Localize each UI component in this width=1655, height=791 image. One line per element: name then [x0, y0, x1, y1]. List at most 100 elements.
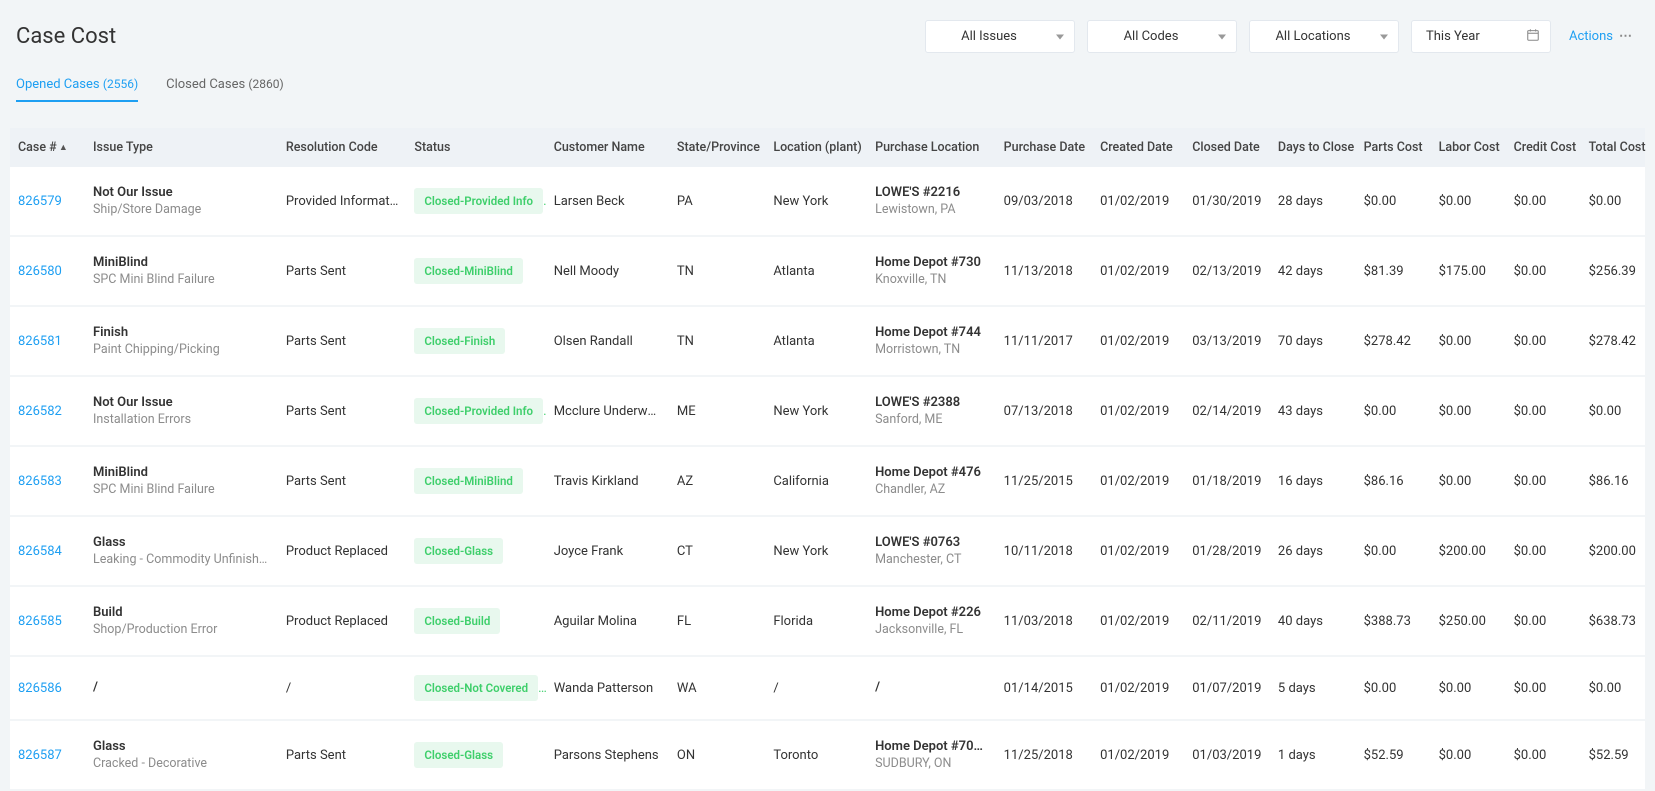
tab-closed-label: Closed Cases: [166, 77, 245, 92]
ploc-main: LOWE'S #0763: [875, 535, 988, 550]
cell-created-date: 01/02/2019: [1092, 236, 1184, 306]
cell-status: Closed-Glass: [406, 720, 545, 790]
cell-issue-type: MiniBlindSPC Mini Blind Failure: [85, 446, 278, 516]
filter-date-label: This Year: [1426, 29, 1480, 44]
case-link[interactable]: 826583: [18, 474, 62, 489]
cell-customer: Olsen Randall: [546, 306, 669, 376]
col-credit-cost[interactable]: Credit Cost: [1506, 128, 1581, 167]
ploc-main: Home Depot #226: [875, 605, 988, 620]
cell-total-cost: $638.73: [1581, 586, 1645, 656]
status-badge: Closed-MiniBlind: [414, 468, 522, 494]
cell-purchase-location: Home Depot #476Chandler, AZ: [867, 446, 996, 516]
chevron-down-icon: [1380, 34, 1388, 39]
cell-total-cost: $256.39: [1581, 236, 1645, 306]
cell-purchase-location: Home Depot #744Morristown, TN: [867, 306, 996, 376]
col-total-cost[interactable]: Total Cost: [1581, 128, 1645, 167]
case-link[interactable]: 826581: [18, 334, 62, 349]
cell-state: TN: [669, 236, 765, 306]
cell-status: Closed-Provided Info: [406, 376, 545, 446]
cell-purchase-date: 11/11/2017: [996, 306, 1092, 376]
cell-resolution: Parts Sent: [278, 376, 407, 446]
col-issue-type[interactable]: Issue Type: [85, 128, 278, 167]
filter-codes[interactable]: All Codes: [1087, 20, 1237, 53]
issue-sub: Ship/Store Damage: [93, 202, 270, 217]
cell-issue-type: MiniBlindSPC Mini Blind Failure: [85, 236, 278, 306]
cell-total-cost: $0.00: [1581, 167, 1645, 236]
cell-total-cost: $0.00: [1581, 376, 1645, 446]
col-case-number[interactable]: Case #: [10, 128, 85, 167]
cell-parts-cost: $81.39: [1356, 236, 1431, 306]
tab-closed-count: (2860): [248, 77, 283, 91]
col-customer-name[interactable]: Customer Name: [546, 128, 669, 167]
table-row: 826583MiniBlindSPC Mini Blind FailurePar…: [10, 446, 1645, 516]
col-purchase-location[interactable]: Purchase Location: [867, 128, 996, 167]
col-parts-cost[interactable]: Parts Cost: [1356, 128, 1431, 167]
cell-closed-date: 01/28/2019: [1184, 516, 1270, 586]
col-status[interactable]: Status: [406, 128, 545, 167]
col-labor-cost[interactable]: Labor Cost: [1431, 128, 1506, 167]
cell-purchase-location: LOWE'S #0763Manchester, CT: [867, 516, 996, 586]
filter-issues[interactable]: All Issues: [925, 20, 1075, 53]
issue-sub: Leaking - Commodity Unfinished: [93, 552, 270, 567]
actions-menu[interactable]: Actions ⋯: [1563, 29, 1639, 44]
col-created-date[interactable]: Created Date: [1092, 128, 1184, 167]
cell-plant: New York: [765, 376, 867, 446]
tab-opened-cases[interactable]: Opened Cases (2556): [16, 69, 138, 102]
cell-closed-date: 02/13/2019: [1184, 236, 1270, 306]
table-row: 826582Not Our IssueInstallation ErrorsPa…: [10, 376, 1645, 446]
case-link[interactable]: 826580: [18, 264, 62, 279]
col-days-to-close[interactable]: Days to Close: [1270, 128, 1356, 167]
cell-days: 16 days: [1270, 446, 1356, 516]
issue-main: Glass: [93, 535, 270, 550]
cell-purchase-location: Home Depot #730Knoxville, TN: [867, 236, 996, 306]
cell-plant: Atlanta: [765, 236, 867, 306]
case-link[interactable]: 826586: [18, 681, 62, 696]
cell-resolution: Product Replaced: [278, 586, 407, 656]
tab-opened-count: (2556): [103, 77, 138, 91]
cell-credit-cost: $0.00: [1506, 586, 1581, 656]
table-row: 826586//Closed-Not CoveredWanda Patterso…: [10, 656, 1645, 720]
col-purchase-date[interactable]: Purchase Date: [996, 128, 1092, 167]
filter-locations[interactable]: All Locations: [1249, 20, 1399, 53]
ploc-main: Home Depot #730: [875, 255, 988, 270]
cell-parts-cost: $0.00: [1356, 516, 1431, 586]
cell-plant: California: [765, 446, 867, 516]
filter-date-range[interactable]: This Year: [1411, 20, 1551, 53]
cell-credit-cost: $0.00: [1506, 516, 1581, 586]
case-link[interactable]: 826584: [18, 544, 62, 559]
cases-table: Case # Issue Type Resolution Code Status…: [10, 128, 1645, 791]
cell-created-date: 01/02/2019: [1092, 586, 1184, 656]
col-resolution-code[interactable]: Resolution Code: [278, 128, 407, 167]
case-link[interactable]: 826579: [18, 194, 62, 209]
cell-days: 43 days: [1270, 376, 1356, 446]
tab-closed-cases[interactable]: Closed Cases (2860): [166, 69, 284, 102]
cell-plant: New York: [765, 516, 867, 586]
cell-purchase-location: Home Depot #226Jacksonville, FL: [867, 586, 996, 656]
cell-closed-date: 01/18/2019: [1184, 446, 1270, 516]
cell-credit-cost: $0.00: [1506, 236, 1581, 306]
status-badge: Closed-Build: [414, 608, 500, 634]
cell-closed-date: 01/30/2019: [1184, 167, 1270, 236]
case-link[interactable]: 826587: [18, 748, 62, 763]
ploc-sub: Lewistown, PA: [875, 202, 988, 217]
cell-created-date: 01/02/2019: [1092, 516, 1184, 586]
col-closed-date[interactable]: Closed Date: [1184, 128, 1270, 167]
col-state[interactable]: State/Province: [669, 128, 765, 167]
cell-customer: Mcclure Underwood: [546, 376, 669, 446]
cell-purchase-location: Home Depot #7022SUDBURY, ON: [867, 720, 996, 790]
case-link[interactable]: 826582: [18, 404, 62, 419]
cell-purchase-date: 09/03/2018: [996, 167, 1092, 236]
cell-closed-date: 03/13/2019: [1184, 306, 1270, 376]
col-location-plant[interactable]: Location (plant): [765, 128, 867, 167]
cell-days: 40 days: [1270, 586, 1356, 656]
cell-state: AZ: [669, 446, 765, 516]
case-link[interactable]: 826585: [18, 614, 62, 629]
cell-status: Closed-Build: [406, 586, 545, 656]
cell-total-cost: $86.16: [1581, 446, 1645, 516]
issue-sub: Paint Chipping/Picking: [93, 342, 270, 357]
tabs: Opened Cases (2556) Closed Cases (2860): [0, 69, 1655, 102]
ploc-main: Home Depot #476: [875, 465, 988, 480]
issue-sub: SPC Mini Blind Failure: [93, 272, 270, 287]
cell-status: Closed-Not Covered: [406, 656, 545, 720]
cell-issue-type: GlassCracked - Decorative: [85, 720, 278, 790]
